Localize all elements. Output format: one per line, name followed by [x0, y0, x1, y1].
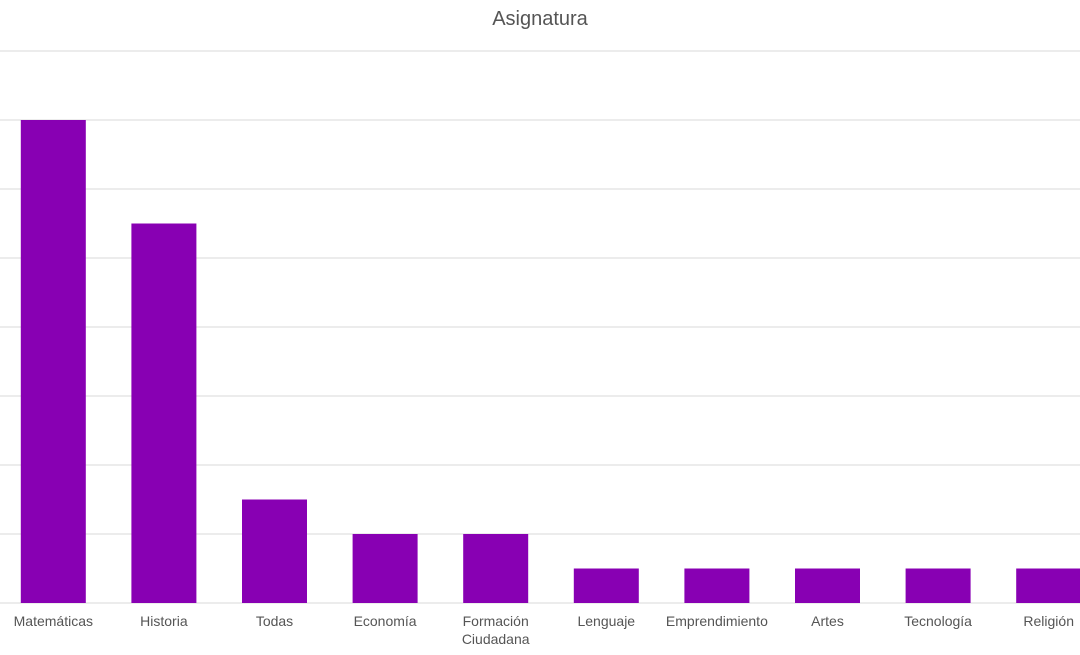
bar [905, 568, 971, 603]
x-tick-label: Religión [1023, 613, 1074, 629]
bar [795, 568, 860, 603]
chart-title: Asignatura [492, 8, 588, 30]
bar [573, 568, 639, 603]
bar [684, 568, 750, 603]
x-tick-label: Lenguaje [577, 613, 636, 629]
x-tick-label: Emprendimiento [665, 613, 768, 629]
x-tick-label: Historia [140, 613, 188, 629]
x-tick-label: Economía [353, 613, 417, 629]
bar [463, 534, 529, 603]
bar [131, 223, 197, 603]
x-tick-label: Todas [255, 613, 294, 629]
bar [242, 499, 307, 603]
x-tick-label: Tecnología [904, 613, 972, 629]
x-tick-label: Artes [811, 613, 844, 629]
x-tick-label: Matemáticas [13, 613, 93, 629]
bar [352, 534, 418, 603]
bar [20, 120, 86, 603]
x-tick-label: Formación Ciudadana [461, 613, 530, 647]
bar [1016, 568, 1080, 603]
